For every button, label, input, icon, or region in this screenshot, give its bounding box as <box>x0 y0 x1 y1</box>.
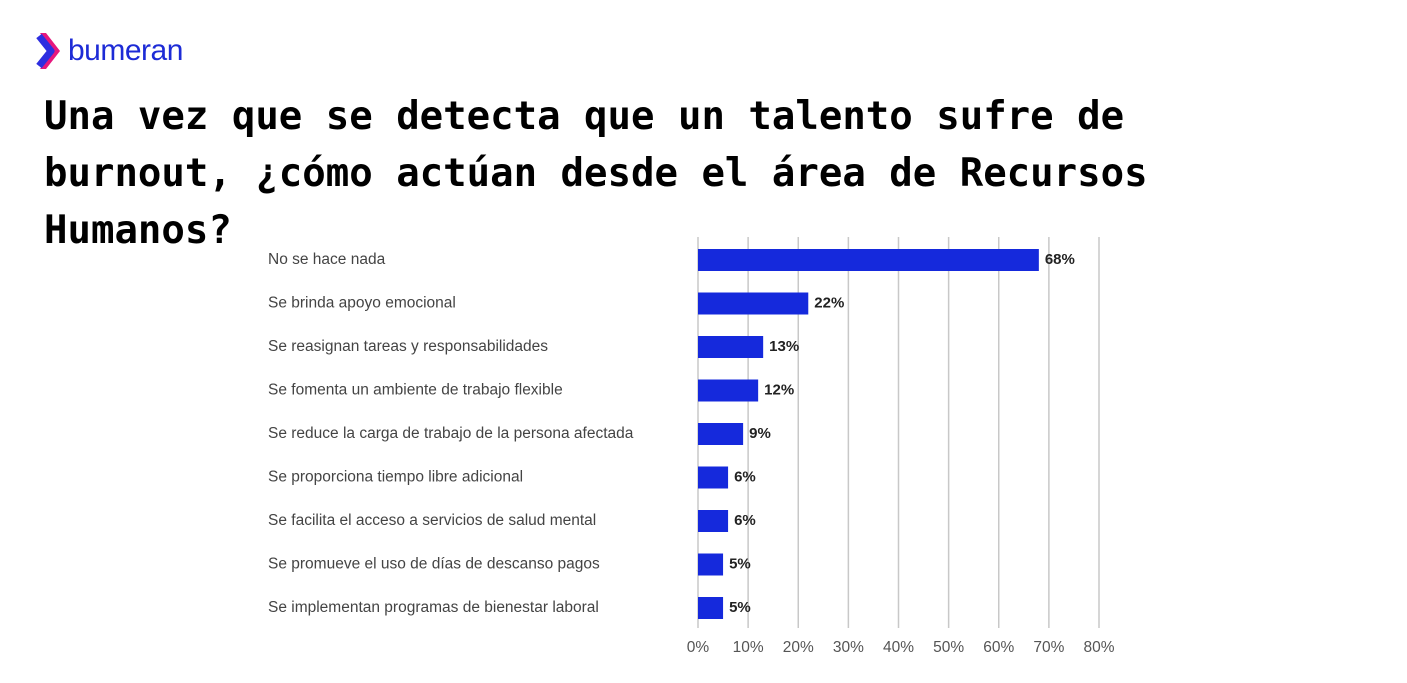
value-label: 13% <box>769 338 799 355</box>
x-tick-label: 70% <box>1033 639 1064 656</box>
category-label: Se implementan programas de bienestar la… <box>268 599 599 616</box>
value-label: 9% <box>749 425 771 442</box>
x-tick-label: 50% <box>933 639 964 656</box>
bar <box>698 249 1039 271</box>
logo-chevron <box>40 33 60 69</box>
value-label: 22% <box>814 294 844 311</box>
x-tick-label: 20% <box>783 639 814 656</box>
x-tick-label: 0% <box>687 639 710 656</box>
category-label: Se reasignan tareas y responsabilidades <box>268 338 548 355</box>
bar <box>698 510 729 532</box>
value-label: 6% <box>734 468 756 485</box>
bar <box>698 292 809 315</box>
value-label: 5% <box>729 555 751 572</box>
x-tick-label: 60% <box>983 639 1014 656</box>
x-tick-label: 80% <box>1083 639 1114 656</box>
x-tick-label: 30% <box>833 639 864 656</box>
category-label: Se proporciona tiempo libre adicional <box>268 469 523 486</box>
bar <box>698 597 724 619</box>
bar <box>698 336 764 358</box>
category-label: Se reduce la carga de trabajo de la pers… <box>268 425 634 442</box>
bar <box>698 379 759 402</box>
logo-chevron-front <box>36 33 55 69</box>
bar <box>698 466 729 489</box>
brand: bumeran <box>68 34 183 67</box>
x-tick-label: 10% <box>733 639 764 656</box>
bar <box>698 423 744 445</box>
value-label: 12% <box>764 381 794 398</box>
chart-title: Una vez que se detecta que un talento su… <box>44 94 1148 253</box>
category-label: Se fomenta un ambiente de trabajo flexib… <box>268 382 563 399</box>
value-label: 5% <box>729 599 751 616</box>
category-label: Se brinda apoyo emocional <box>268 295 456 312</box>
value-label: 68% <box>1045 251 1075 268</box>
logo-icon <box>36 33 60 69</box>
value-label: 6% <box>734 512 756 529</box>
bar <box>698 553 724 576</box>
category-label: Se promueve el uso de días de descanso p… <box>268 556 600 573</box>
category-label: Se facilita el acceso a servicios de sal… <box>268 512 596 529</box>
category-label: No se hace nada <box>268 251 386 268</box>
x-tick-label: 40% <box>883 639 914 656</box>
